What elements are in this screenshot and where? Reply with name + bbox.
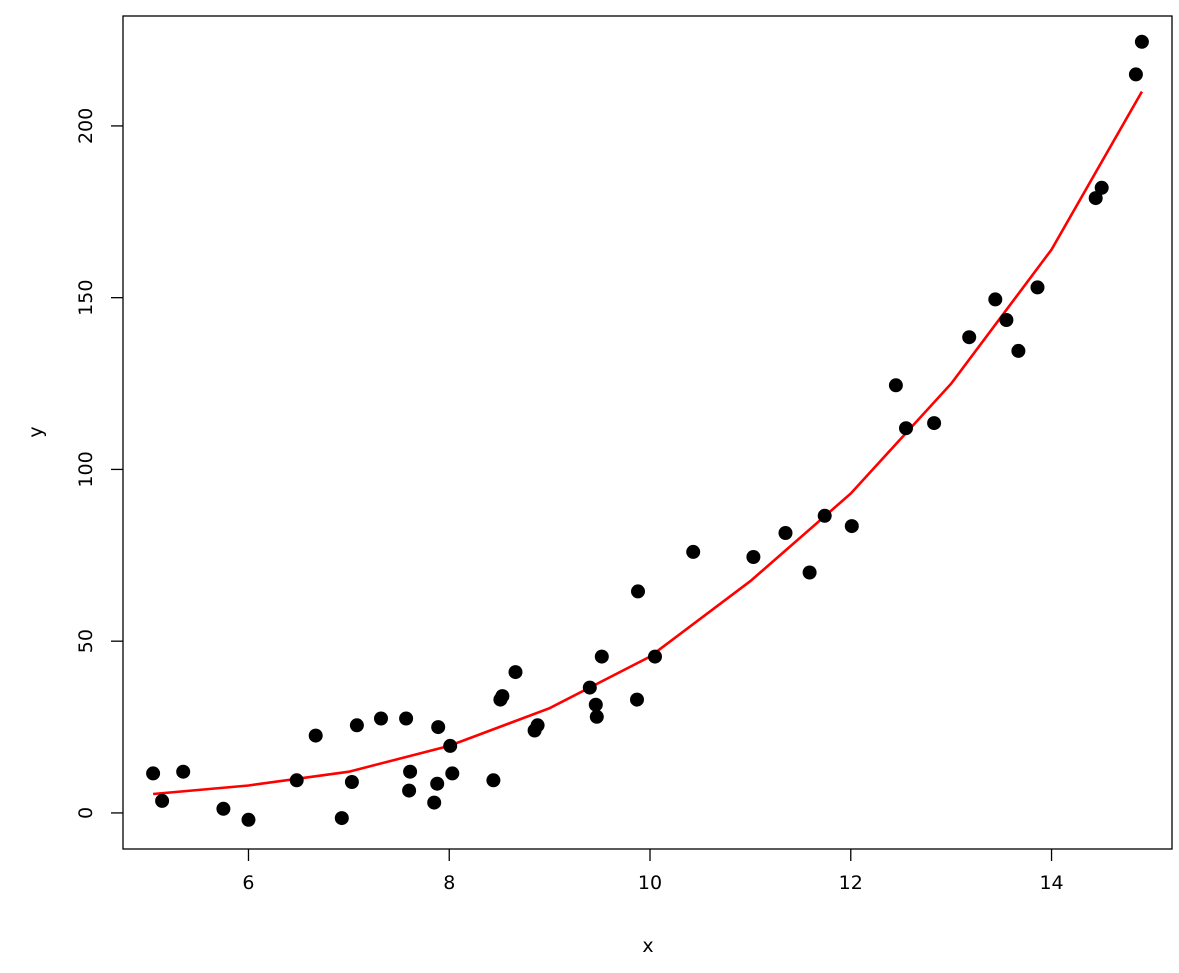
data-point <box>844 519 859 534</box>
x-axis: 6 8 10 12 14 <box>242 849 1064 894</box>
data-point <box>430 776 445 791</box>
x-tick-label: 12 <box>839 872 863 894</box>
y-axis: 0 50 100 150 200 <box>75 108 123 819</box>
x-tick-label: 10 <box>638 872 662 894</box>
data-point <box>176 764 191 779</box>
data-point <box>403 764 418 779</box>
data-point <box>817 508 832 523</box>
data-point <box>589 709 604 724</box>
data-point <box>1134 34 1149 49</box>
data-point <box>241 812 256 827</box>
data-point <box>778 526 793 540</box>
data-point <box>1030 280 1045 295</box>
data-point <box>344 775 359 789</box>
x-tick-label: 8 <box>443 872 455 894</box>
data-point <box>686 544 701 559</box>
data-point <box>746 550 761 564</box>
data-point <box>962 330 977 345</box>
data-point <box>1094 180 1109 195</box>
data-point <box>648 649 662 664</box>
x-axis-title: x <box>642 935 653 957</box>
data-point <box>1128 67 1143 82</box>
fit-curve-layer <box>152 90 1144 796</box>
data-point <box>146 766 161 781</box>
data-point <box>445 766 460 781</box>
points-layer <box>146 34 1149 827</box>
data-point <box>374 711 388 726</box>
data-point <box>155 793 170 808</box>
data-point <box>631 584 645 599</box>
data-point <box>486 773 501 788</box>
data-point <box>349 718 364 733</box>
data-point <box>443 738 458 753</box>
data-point <box>216 801 231 816</box>
y-tick-label: 150 <box>75 280 97 316</box>
y-tick-label: 50 <box>75 629 97 653</box>
fit-curve <box>152 90 1144 796</box>
y-tick-label: 100 <box>75 451 97 487</box>
data-point <box>630 692 644 707</box>
data-point <box>899 421 913 436</box>
data-point <box>582 680 597 695</box>
data-point <box>289 773 304 788</box>
data-point <box>988 292 1003 307</box>
y-tick-label: 200 <box>75 108 97 144</box>
y-tick-label: 0 <box>75 807 97 819</box>
data-point <box>530 718 545 733</box>
data-point <box>1011 343 1026 358</box>
y-axis-title: y <box>25 426 47 437</box>
data-point <box>1088 191 1103 206</box>
data-point <box>308 728 323 743</box>
data-point <box>888 378 903 393</box>
data-point <box>427 795 442 810</box>
data-point <box>334 811 349 826</box>
data-point <box>999 313 1014 327</box>
data-point <box>399 711 414 726</box>
data-point <box>594 649 609 664</box>
x-tick-label: 6 <box>242 872 254 894</box>
data-point <box>802 565 817 580</box>
data-point <box>927 416 942 431</box>
data-point <box>588 697 603 712</box>
x-tick-label: 14 <box>1039 872 1063 894</box>
plot-frame <box>122 15 1173 850</box>
data-point <box>402 783 417 798</box>
data-point <box>495 689 510 704</box>
data-point <box>431 720 446 735</box>
data-point <box>508 665 523 680</box>
